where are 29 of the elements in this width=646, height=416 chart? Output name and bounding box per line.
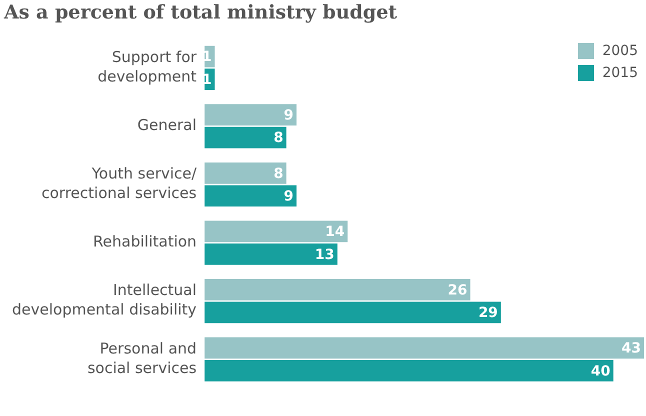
data-label: 40 (590, 363, 611, 380)
data-label: 9 (284, 108, 294, 124)
y-tick-label: Rehabilitation (93, 232, 197, 251)
data-label: 14 (325, 224, 345, 240)
data-label: 8 (274, 166, 284, 182)
data-label: 29 (478, 305, 498, 322)
chart-title: As a percent of total ministry budget (3, 1, 398, 24)
bar (204, 126, 286, 148)
y-tick-label: Intellectual developmental disability (12, 281, 197, 319)
data-label: 43 (622, 340, 641, 357)
legend-label: 2005 (602, 42, 638, 59)
bar (204, 104, 297, 126)
data-label: 26 (448, 282, 468, 298)
data-label: 8 (274, 130, 284, 146)
y-tick-label: Support for development (98, 48, 198, 86)
y-tick-label: General (137, 116, 197, 134)
bar (204, 302, 501, 324)
bar (204, 279, 470, 300)
bar (204, 220, 348, 242)
data-label: 13 (314, 246, 334, 263)
bar (204, 360, 614, 382)
legend-label: 2015 (602, 64, 638, 81)
y-tick-label: Personal and social services (87, 340, 197, 377)
bar (204, 243, 338, 265)
y-tick-label: Youth service/ correctional services (42, 164, 198, 202)
data-label: 9 (284, 188, 294, 205)
bar (204, 337, 644, 359)
bar (204, 185, 297, 207)
bar (204, 162, 286, 184)
